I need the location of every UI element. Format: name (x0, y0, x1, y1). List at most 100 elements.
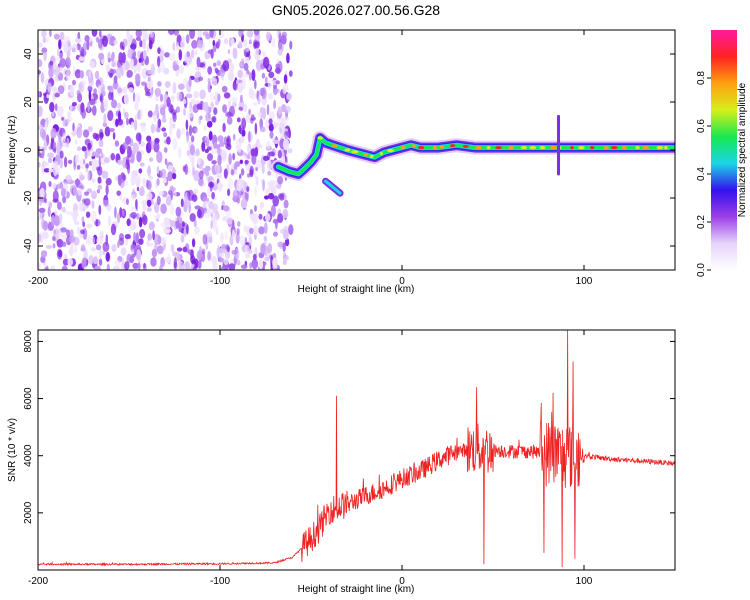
noise-speckle (71, 102, 77, 107)
noise-speckle (207, 185, 211, 198)
noise-speckle (250, 148, 256, 157)
signal-hotspot (590, 146, 595, 150)
noise-speckle (117, 159, 123, 165)
noise-speckle (46, 93, 50, 99)
noise-speckle (213, 107, 218, 115)
noise-speckle (169, 203, 175, 216)
noise-speckle (263, 155, 270, 161)
noise-speckle (208, 130, 213, 141)
noise-speckle (190, 98, 196, 106)
signal-hotspot (656, 146, 664, 150)
noise-speckle (241, 129, 246, 137)
noise-speckle (150, 123, 155, 134)
noise-speckle (171, 172, 177, 180)
noise-speckle (91, 158, 97, 167)
noise-speckle (243, 49, 247, 57)
noise-speckle (195, 66, 202, 71)
noise-speckle (121, 257, 125, 269)
noise-speckle (71, 43, 78, 53)
noise-speckle (73, 245, 78, 253)
noise-speckle (89, 60, 96, 68)
noise-speckle (231, 96, 238, 103)
noise-speckle (163, 147, 168, 153)
noise-speckle (60, 227, 67, 233)
noise-speckle (264, 222, 268, 235)
noise-speckle (97, 39, 103, 49)
noise-speckle (39, 128, 46, 139)
noise-speckle (63, 68, 66, 76)
noise-speckle (227, 99, 231, 108)
noise-speckle (59, 58, 66, 68)
noise-speckle (190, 135, 195, 143)
noise-speckle (228, 62, 235, 73)
y-tick-label: 20 (23, 96, 34, 108)
noise-speckle (114, 206, 117, 219)
noise-speckle (130, 174, 136, 186)
colorbar-tick-label: 0.6 (696, 119, 707, 133)
noise-speckle (63, 36, 71, 45)
noise-speckle (98, 204, 102, 215)
noise-speckle (136, 151, 142, 163)
noise-speckle (260, 243, 266, 255)
noise-speckle (181, 221, 185, 228)
noise-speckle (56, 183, 64, 189)
noise-speckle (47, 82, 52, 93)
noise-speckle (187, 249, 194, 255)
noise-speckle (210, 92, 214, 101)
noise-speckle (203, 124, 207, 131)
noise-speckle (263, 56, 270, 69)
signal-hotspot (439, 145, 445, 149)
noise-speckle (210, 220, 213, 230)
noise-speckle (176, 216, 183, 225)
noise-speckle (232, 47, 238, 60)
noise-speckle (273, 99, 276, 110)
noise-speckle (130, 212, 137, 219)
noise-speckle (160, 203, 167, 215)
noise-speckle (208, 181, 215, 188)
noise-speckle (249, 209, 253, 215)
noise-speckle (156, 166, 160, 175)
noise-speckle (196, 56, 201, 68)
noise-speckle (49, 101, 55, 113)
noise-speckle (56, 144, 61, 155)
noise-speckle (223, 92, 231, 99)
noise-speckle (264, 195, 269, 200)
noise-speckle (130, 43, 137, 50)
noise-speckle (167, 252, 171, 263)
noise-speckle (143, 262, 146, 269)
noise-speckle (193, 219, 197, 228)
noise-speckle (156, 195, 161, 206)
noise-speckle (91, 30, 98, 37)
noise-speckle (138, 238, 144, 246)
noise-speckle (189, 144, 195, 156)
noise-speckle (172, 251, 178, 257)
noise-speckle (193, 188, 199, 194)
noise-speckle (176, 91, 182, 102)
noise-speckle (278, 39, 282, 50)
signal-hotspot (449, 144, 456, 148)
noise-speckle (234, 169, 238, 175)
noise-speckle (246, 225, 252, 237)
noise-speckle (127, 37, 130, 50)
noise-speckle (58, 39, 62, 50)
noise-speckle (79, 204, 87, 210)
noise-speckle (172, 42, 176, 51)
noise-speckle (220, 265, 227, 270)
noise-speckle (62, 258, 69, 266)
noise-speckle (278, 193, 285, 201)
noise-speckle (178, 49, 183, 61)
noise-speckle (255, 175, 259, 187)
noise-speckle (111, 244, 117, 253)
noise-speckle (146, 180, 152, 191)
noise-speckle (67, 258, 73, 266)
noise-speckle (281, 104, 287, 113)
noise-speckle (172, 64, 180, 72)
noise-speckle (87, 126, 93, 132)
noise-speckle (126, 69, 133, 78)
noise-speckle (98, 128, 104, 141)
noise-speckle (178, 65, 184, 74)
noise-speckle (193, 170, 200, 182)
noise-speckle (263, 235, 268, 242)
noise-speckle (171, 95, 175, 102)
noise-speckle (249, 35, 252, 44)
